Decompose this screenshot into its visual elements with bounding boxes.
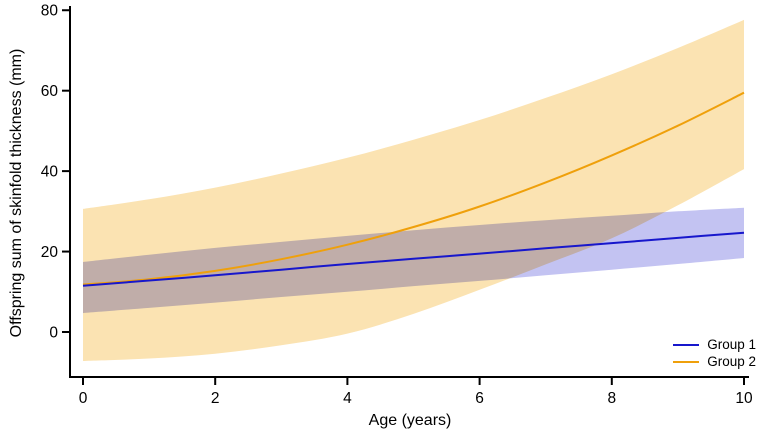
x-axis-title: Age (years) bbox=[368, 412, 452, 429]
x-tick-label: 0 bbox=[79, 390, 88, 407]
group1-mean-line bbox=[82, 231, 745, 287]
y-tick-label: 0 bbox=[49, 325, 58, 342]
x-tick-label: 4 bbox=[343, 390, 352, 407]
group2-confidence-band bbox=[83, 19, 744, 362]
y-tick-label: 40 bbox=[41, 164, 59, 181]
y-tick-label: 20 bbox=[41, 244, 59, 261]
x-tick-label: 8 bbox=[607, 390, 616, 407]
group1-line-swatch bbox=[673, 343, 700, 346]
legend: Group 1 Group 2 bbox=[673, 338, 756, 368]
legend-label-group2: Group 2 bbox=[707, 354, 756, 369]
legend-item-group1: Group 1 bbox=[673, 338, 756, 351]
y-axis-title: Offspring sum of skinfold thickness (mm) bbox=[8, 48, 25, 338]
legend-item-group2: Group 2 bbox=[673, 355, 756, 368]
x-tick-label: 2 bbox=[211, 390, 220, 407]
y-tick-label: 60 bbox=[41, 83, 59, 100]
legend-label-group1: Group 1 bbox=[707, 337, 756, 352]
group2-mean-line bbox=[82, 91, 745, 286]
x-tick-label: 10 bbox=[735, 390, 753, 407]
x-tick-label: 6 bbox=[475, 390, 484, 407]
group1-confidence-band bbox=[83, 207, 744, 314]
y-tick-label: 80 bbox=[41, 3, 59, 20]
group2-line-swatch bbox=[673, 360, 700, 363]
